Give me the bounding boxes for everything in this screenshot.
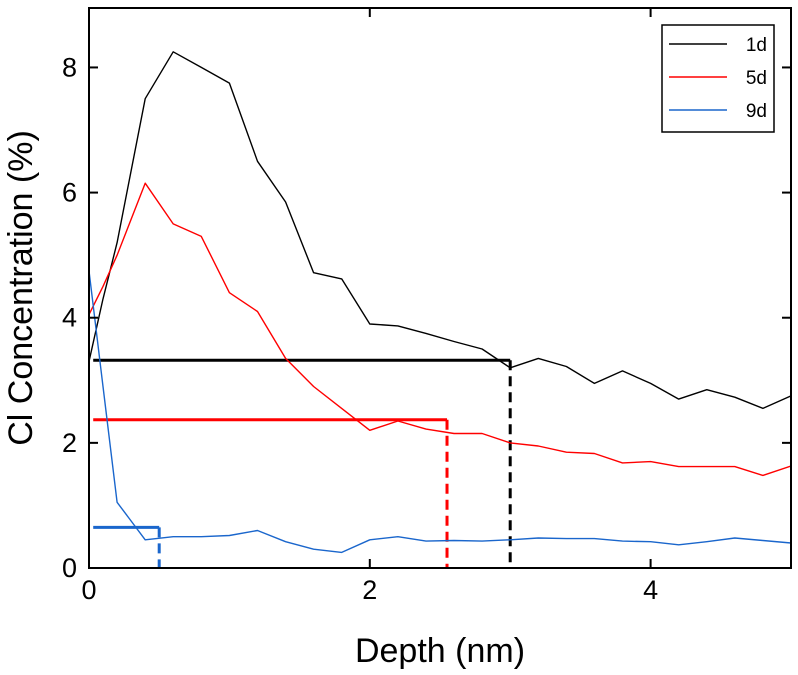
series-line-9d: [89, 270, 791, 554]
series-line-5d: [89, 182, 791, 477]
series-line-1d: [89, 51, 791, 410]
y-tick-label: 6: [62, 178, 77, 208]
x-tick-label: 4: [643, 575, 658, 605]
y-tick-label: 4: [62, 303, 77, 333]
y-tick-label: 2: [62, 428, 77, 458]
legend-label-1d: 1d: [746, 35, 767, 56]
series-layer: [89, 51, 791, 554]
ticks-layer: 0 2 4 0 2 4 6 8: [62, 8, 791, 605]
y-tick-label: 8: [62, 52, 77, 82]
x-tick-label: 2: [362, 575, 377, 605]
legend: 1d 5d 9d: [661, 24, 775, 133]
x-tick-label: 0: [81, 575, 96, 605]
y-axis-title: Cl Concentration (%): [2, 130, 40, 446]
x-axis-title: Depth (nm): [355, 632, 525, 670]
y-tick-label: 0: [62, 553, 77, 583]
plot-frame: [88, 7, 792, 569]
legend-label-5d: 5d: [746, 68, 767, 89]
annotations-layer: [93, 358, 512, 568]
legend-box: [661, 24, 775, 133]
legend-label-9d: 9d: [746, 101, 767, 122]
